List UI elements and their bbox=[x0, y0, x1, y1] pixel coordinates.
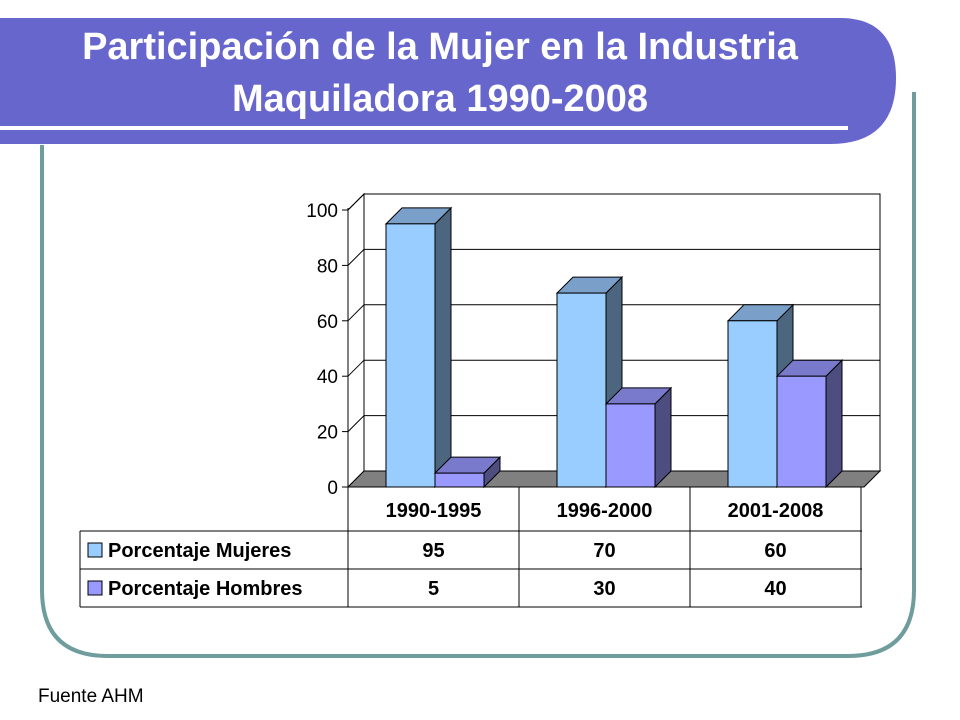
bar bbox=[605, 403, 656, 488]
gridline bbox=[347, 304, 880, 322]
plot-side-wall bbox=[347, 192, 365, 489]
gridline bbox=[347, 359, 880, 377]
bars bbox=[384, 206, 844, 489]
legend-swatch bbox=[87, 580, 103, 596]
slide-title-line-2: Maquiladora 1990-2008 bbox=[231, 78, 649, 120]
category-label: 1990-1995 bbox=[386, 500, 482, 522]
gridlines bbox=[347, 193, 880, 432]
bar bbox=[385, 223, 436, 488]
data-table: 1990-1995 1996-2000 2001-2008 Porcentaje Mu… bbox=[79, 486, 862, 608]
gridline bbox=[347, 415, 880, 432]
title-band bbox=[0, 18, 896, 144]
legend-swatch bbox=[87, 542, 103, 558]
y-tick-label: 60 bbox=[317, 312, 338, 333]
y-tick-label: 100 bbox=[306, 201, 338, 222]
bar-chart: 0 20 40 60 80 100 1990-1995 1996-2000 2001-2008… bbox=[79, 192, 882, 608]
bar bbox=[776, 375, 827, 488]
content-frame bbox=[40, 92, 916, 658]
bar bbox=[434, 472, 485, 488]
data-label: 95 bbox=[422, 540, 444, 562]
slide-title-line-1: Participación de la Mujer en la Industri… bbox=[82, 26, 798, 68]
data-label: 40 bbox=[764, 578, 786, 600]
y-tick-label: 0 bbox=[327, 478, 338, 499]
bar bbox=[556, 292, 607, 488]
legend-label: Porcentaje Hombres bbox=[108, 578, 303, 600]
bar-side bbox=[434, 206, 452, 489]
gridline bbox=[347, 248, 880, 266]
data-label: 70 bbox=[593, 540, 615, 562]
bar-side bbox=[825, 358, 843, 489]
bar-side bbox=[654, 386, 672, 489]
data-label: 30 bbox=[593, 578, 615, 600]
y-tick-label: 20 bbox=[317, 423, 338, 444]
data-label: 60 bbox=[764, 540, 786, 562]
category-label: 1996-2000 bbox=[557, 500, 653, 522]
y-tick-label: 40 bbox=[317, 367, 338, 388]
source-note: Fuente AHM bbox=[38, 686, 144, 707]
y-axis: 0 20 40 60 80 100 bbox=[306, 201, 349, 499]
legend-label: Porcentaje Mujeres bbox=[108, 540, 291, 562]
data-label: 5 bbox=[428, 578, 439, 600]
category-label: 2001-2008 bbox=[728, 500, 824, 522]
y-tick-label: 80 bbox=[317, 256, 338, 277]
bar bbox=[727, 320, 778, 488]
gridline bbox=[347, 193, 880, 211]
